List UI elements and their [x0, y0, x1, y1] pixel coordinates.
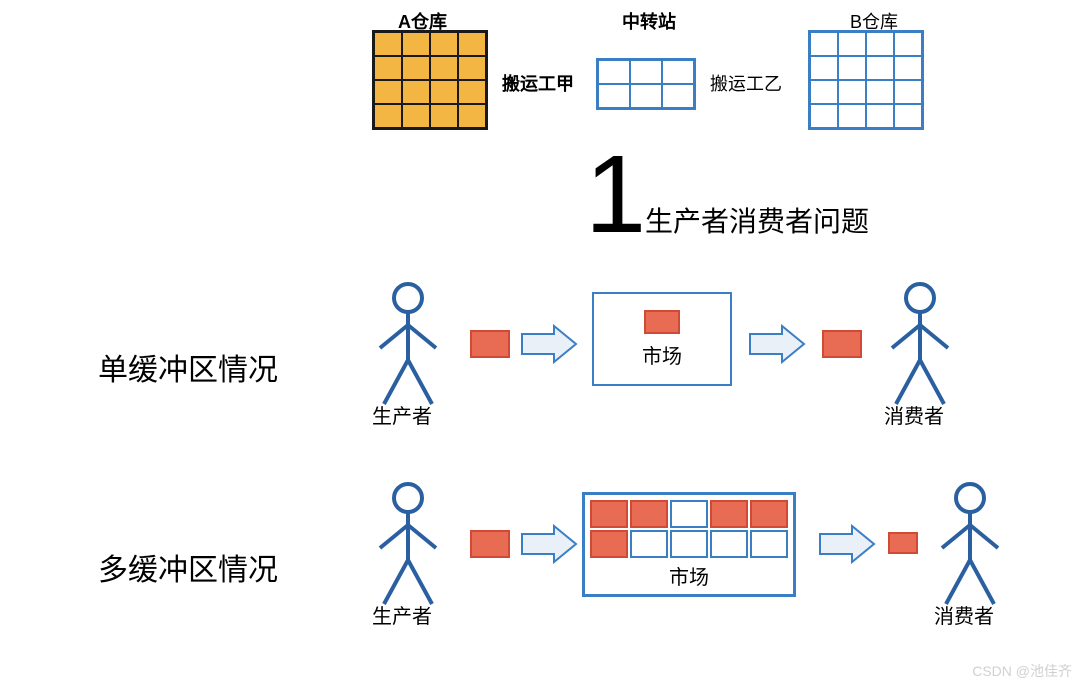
section1-label: 单缓冲区情况	[98, 345, 278, 389]
warehouse-b-grid	[808, 30, 924, 130]
consumer-icon	[930, 480, 1010, 610]
producer-icon	[368, 280, 448, 410]
item-icon	[470, 530, 510, 558]
buffer-slot	[590, 500, 628, 528]
section2-label: 多缓冲区情况	[98, 545, 278, 589]
buffer-slot	[630, 500, 668, 528]
title-text: 生产者消费者问题	[645, 200, 869, 240]
item-icon	[822, 330, 862, 358]
worker-a-label: 搬运工甲	[502, 70, 574, 96]
watermark: CSDN @池佳齐	[972, 661, 1072, 681]
buffer-slot	[590, 530, 628, 558]
market-box: 市场	[592, 292, 732, 386]
consumer-label: 消费者	[884, 400, 944, 429]
transfer-label: 中转站	[622, 8, 676, 34]
buffer-slot	[670, 530, 708, 558]
buffer-slot	[710, 530, 748, 558]
consumer-icon	[880, 280, 960, 410]
buffer-slot	[670, 500, 708, 528]
market-label: 市场	[642, 340, 682, 369]
market-item-icon	[644, 310, 680, 334]
arrow-icon	[520, 322, 580, 366]
warehouse-a-grid	[372, 30, 488, 130]
buffer-slot	[630, 530, 668, 558]
item-icon	[470, 330, 510, 358]
market-label: 市场	[589, 561, 789, 590]
buffer-slot	[750, 500, 788, 528]
worker-b-label: 搬运工乙	[710, 70, 782, 96]
arrow-icon	[818, 522, 878, 566]
buffer-slot	[750, 530, 788, 558]
producer-label: 生产者	[372, 400, 432, 429]
item-icon	[888, 532, 918, 554]
producer-label: 生产者	[372, 600, 432, 629]
multi-market-box: 市场	[582, 492, 796, 597]
buffer-slot	[710, 500, 748, 528]
arrow-icon	[520, 522, 580, 566]
arrow-icon	[748, 322, 808, 366]
producer-icon	[368, 480, 448, 610]
title-number: 1	[585, 140, 646, 250]
consumer-label: 消费者	[934, 600, 994, 629]
transfer-grid	[596, 58, 696, 110]
